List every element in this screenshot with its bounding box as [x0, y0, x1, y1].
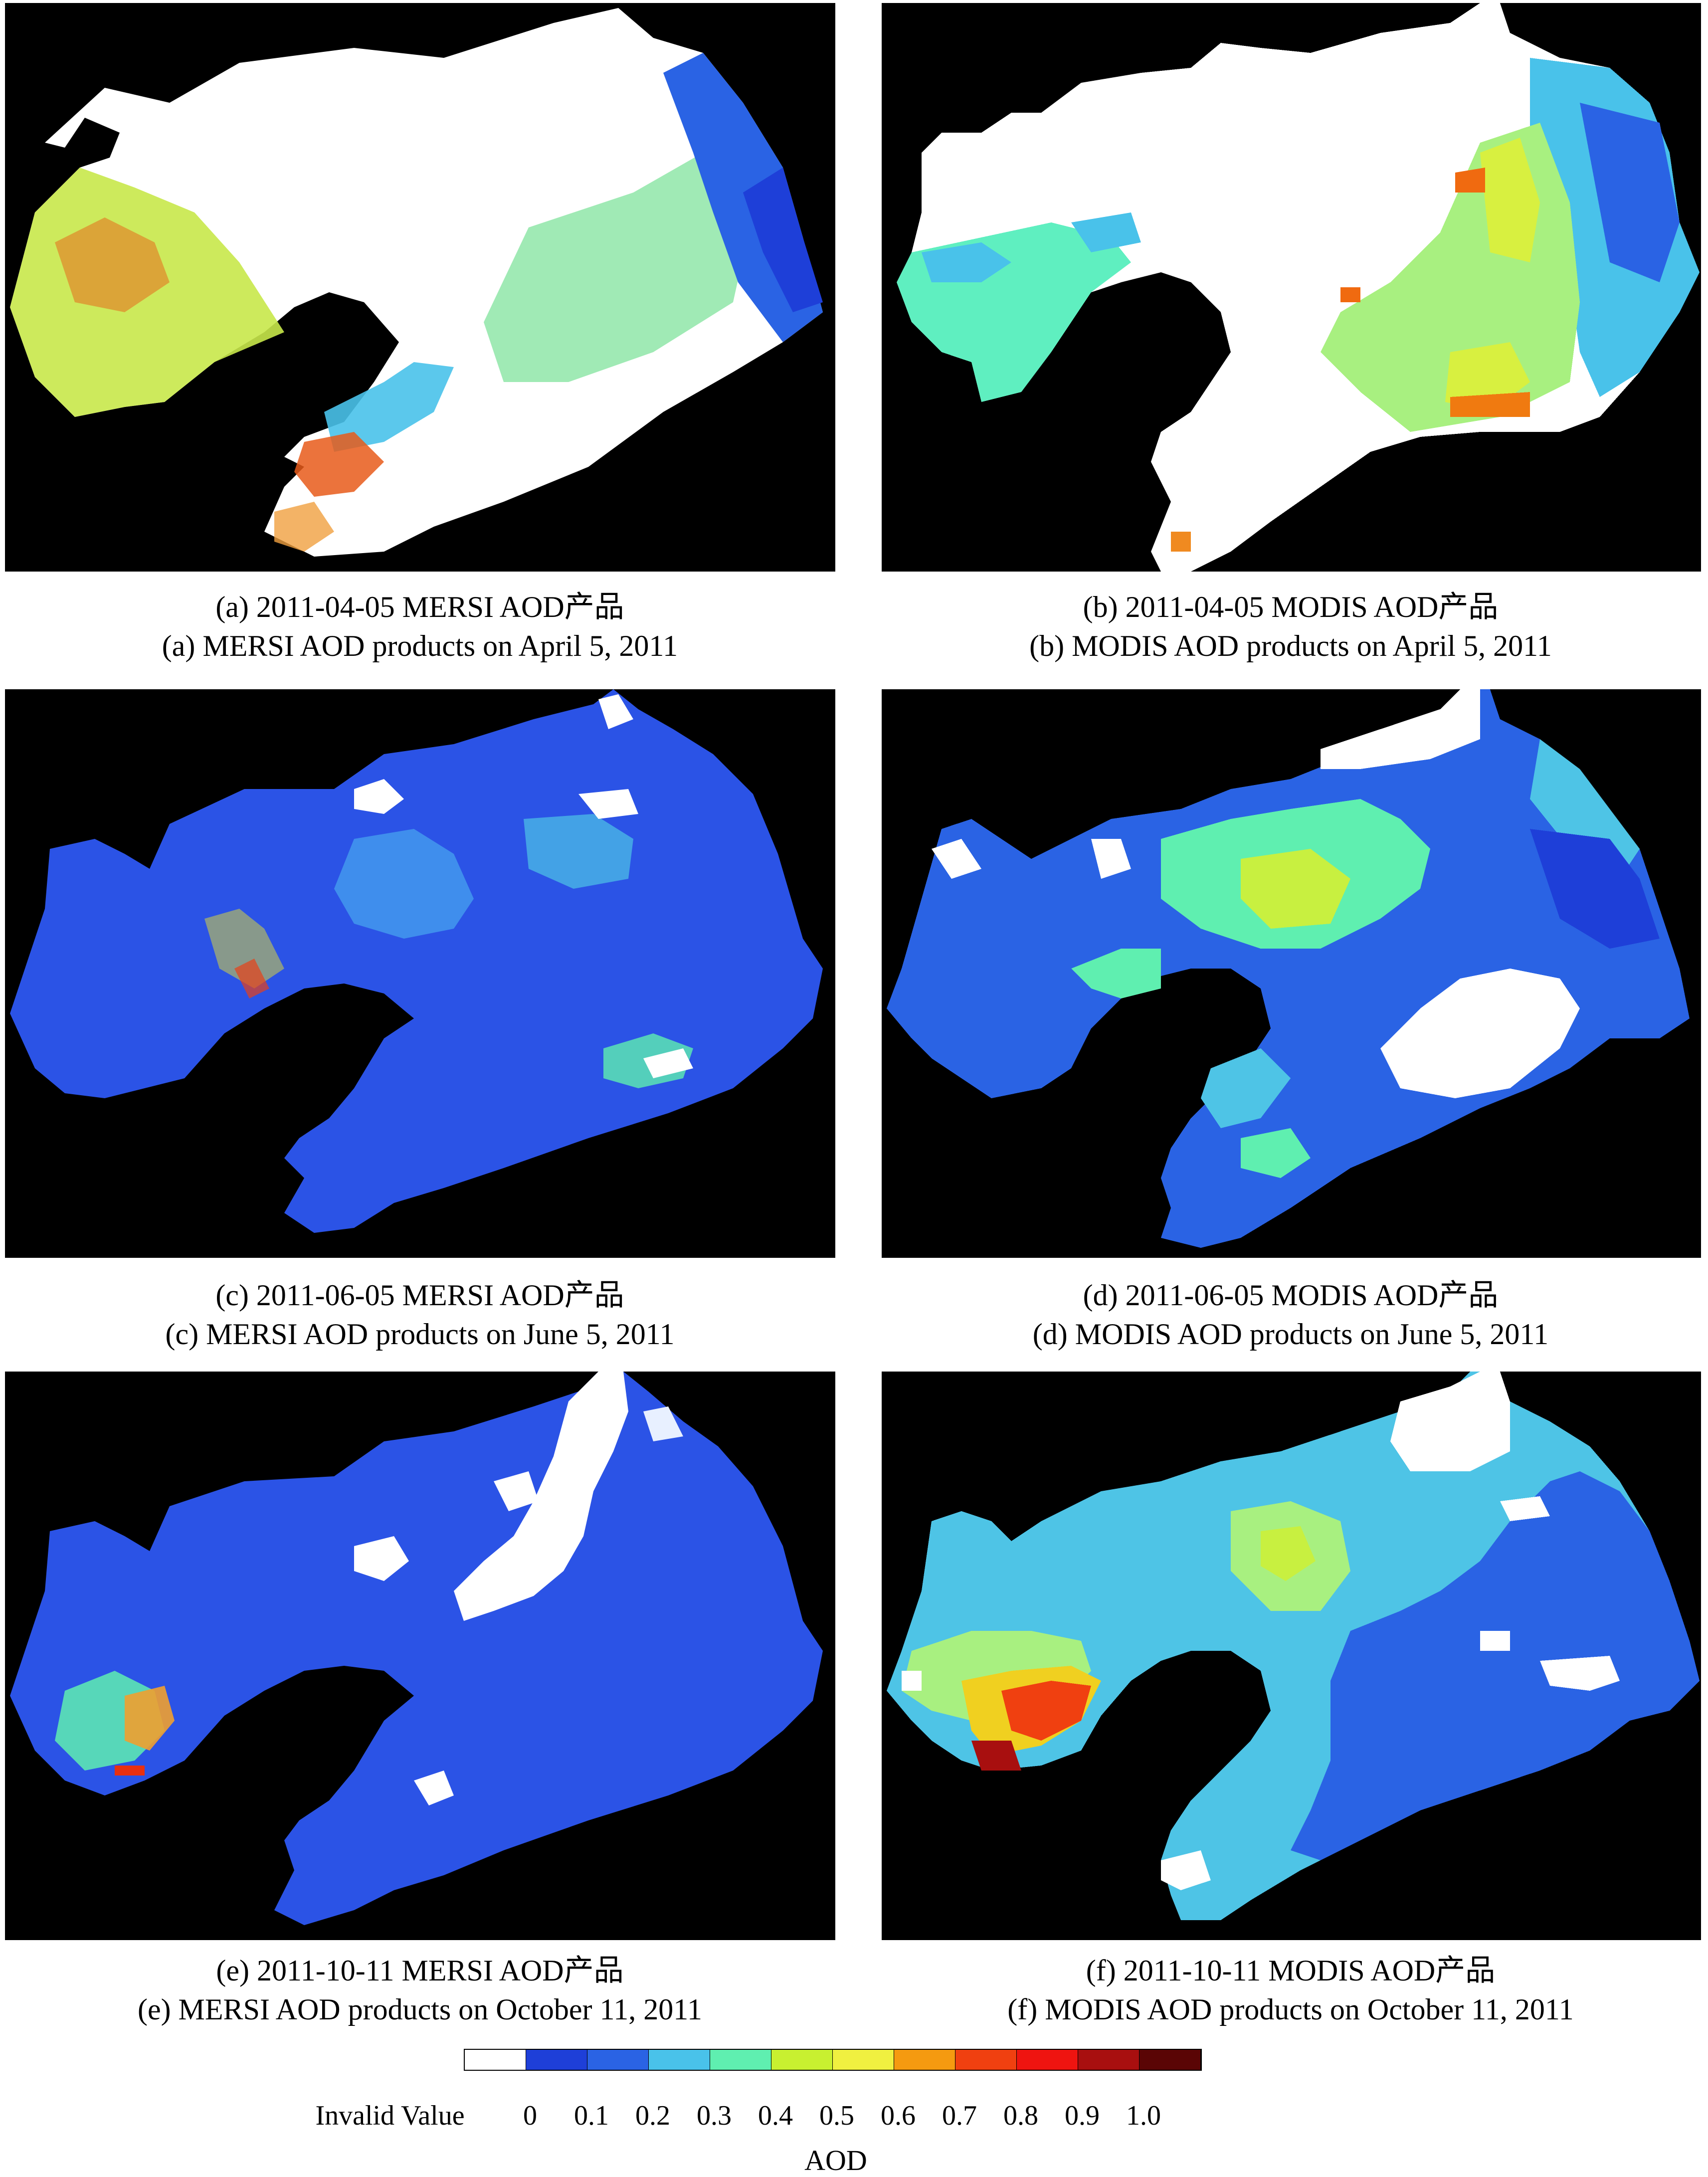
region-shape — [10, 689, 823, 1233]
legend-tick-3: 0.3 — [697, 2100, 732, 2131]
legend-tick-9: 0.9 — [1065, 2100, 1100, 2131]
caption-e-cn: (e) 2011-10-11 MERSI AOD产品 — [216, 1954, 624, 1987]
map-panel-a — [5, 3, 835, 572]
legend-swatch-7 — [894, 2050, 955, 2070]
legend-tick-10: 1.0 — [1126, 2100, 1161, 2131]
legend-swatch-3 — [649, 2050, 710, 2070]
legend-tick-7: 0.7 — [942, 2100, 977, 2131]
map-panel-b — [882, 3, 1701, 572]
legend-swatch-4 — [710, 2050, 771, 2070]
region-shape — [10, 1372, 823, 1925]
legend-swatch-2 — [587, 2050, 649, 2070]
caption-d-en: (d) MODIS AOD products on June 5, 2011 — [1032, 1318, 1549, 1351]
caption-e-en: (e) MERSI AOD products on October 11, 20… — [137, 1993, 703, 2026]
map-panel-e — [5, 1372, 835, 1940]
legend-swatch-5 — [771, 2050, 833, 2070]
caption-c-cn: (c) 2011-06-05 MERSI AOD产品 — [215, 1279, 624, 1312]
legend-tick-1: 0.1 — [574, 2100, 609, 2131]
legend-swatch-1 — [526, 2050, 587, 2070]
caption-f: (f) 2011-10-11 MODIS AOD产品 (f) MODIS AOD… — [867, 1951, 1708, 2029]
legend-swatch-6 — [833, 2050, 894, 2070]
legend-swatch-11 — [1139, 2050, 1201, 2070]
legend-tick-8: 0.8 — [1003, 2100, 1038, 2131]
legend-tick-0: 0 — [523, 2100, 537, 2131]
caption-a-cn: (a) 2011-04-05 MERSI AOD产品 — [215, 591, 624, 623]
aod-legend: Invalid Value 0 0.1 0.2 0.3 0.4 0.5 0.6 0.7 0.8 0… — [315, 2049, 1212, 2177]
legend-title: AOD — [804, 2144, 867, 2177]
legend-tick-4: 0.4 — [758, 2100, 793, 2131]
caption-e: (e) 2011-10-11 MERSI AOD产品 (e) MERSI AOD… — [0, 1951, 844, 2029]
legend-swatch-9 — [1017, 2050, 1078, 2070]
legend-tick-6: 0.6 — [881, 2100, 916, 2131]
caption-a: (a) 2011-04-05 MERSI AOD产品 (a) MERSI AOD… — [0, 588, 844, 665]
caption-f-en: (f) MODIS AOD products on October 11, 20… — [1007, 1993, 1574, 2026]
legend-tick-5: 0.5 — [819, 2100, 854, 2131]
caption-b-en: (b) MODIS AOD products on April 5, 2011 — [1029, 629, 1552, 662]
legend-swatch-0 — [465, 2050, 526, 2070]
map-panel-c — [5, 689, 835, 1258]
caption-f-cn: (f) 2011-10-11 MODIS AOD产品 — [1086, 1954, 1496, 1987]
legend-invalid-label: Invalid Value — [315, 2100, 465, 2131]
region-shape — [887, 689, 1690, 1248]
caption-b-cn: (b) 2011-04-05 MODIS AOD产品 — [1083, 591, 1499, 623]
caption-c: (c) 2011-06-05 MERSI AOD产品 (c) MERSI AOD… — [0, 1276, 844, 1354]
map-panel-d — [882, 689, 1701, 1258]
caption-b: (b) 2011-04-05 MODIS AOD产品 (b) MODIS AOD… — [867, 588, 1708, 665]
legend-swatch-10 — [1078, 2050, 1139, 2070]
legend-swatch-8 — [955, 2050, 1017, 2070]
color-scale — [464, 2049, 1202, 2071]
caption-c-en: (c) MERSI AOD products on June 5, 2011 — [165, 1318, 675, 1351]
caption-d: (d) 2011-06-05 MODIS AOD产品 (d) MODIS AOD… — [867, 1276, 1708, 1354]
caption-d-cn: (d) 2011-06-05 MODIS AOD产品 — [1083, 1279, 1499, 1312]
region-shape — [10, 8, 823, 557]
map-panel-f — [882, 1372, 1701, 1940]
caption-a-en: (a) MERSI AOD products on April 5, 2011 — [162, 629, 678, 662]
legend-tick-2: 0.2 — [635, 2100, 670, 2131]
